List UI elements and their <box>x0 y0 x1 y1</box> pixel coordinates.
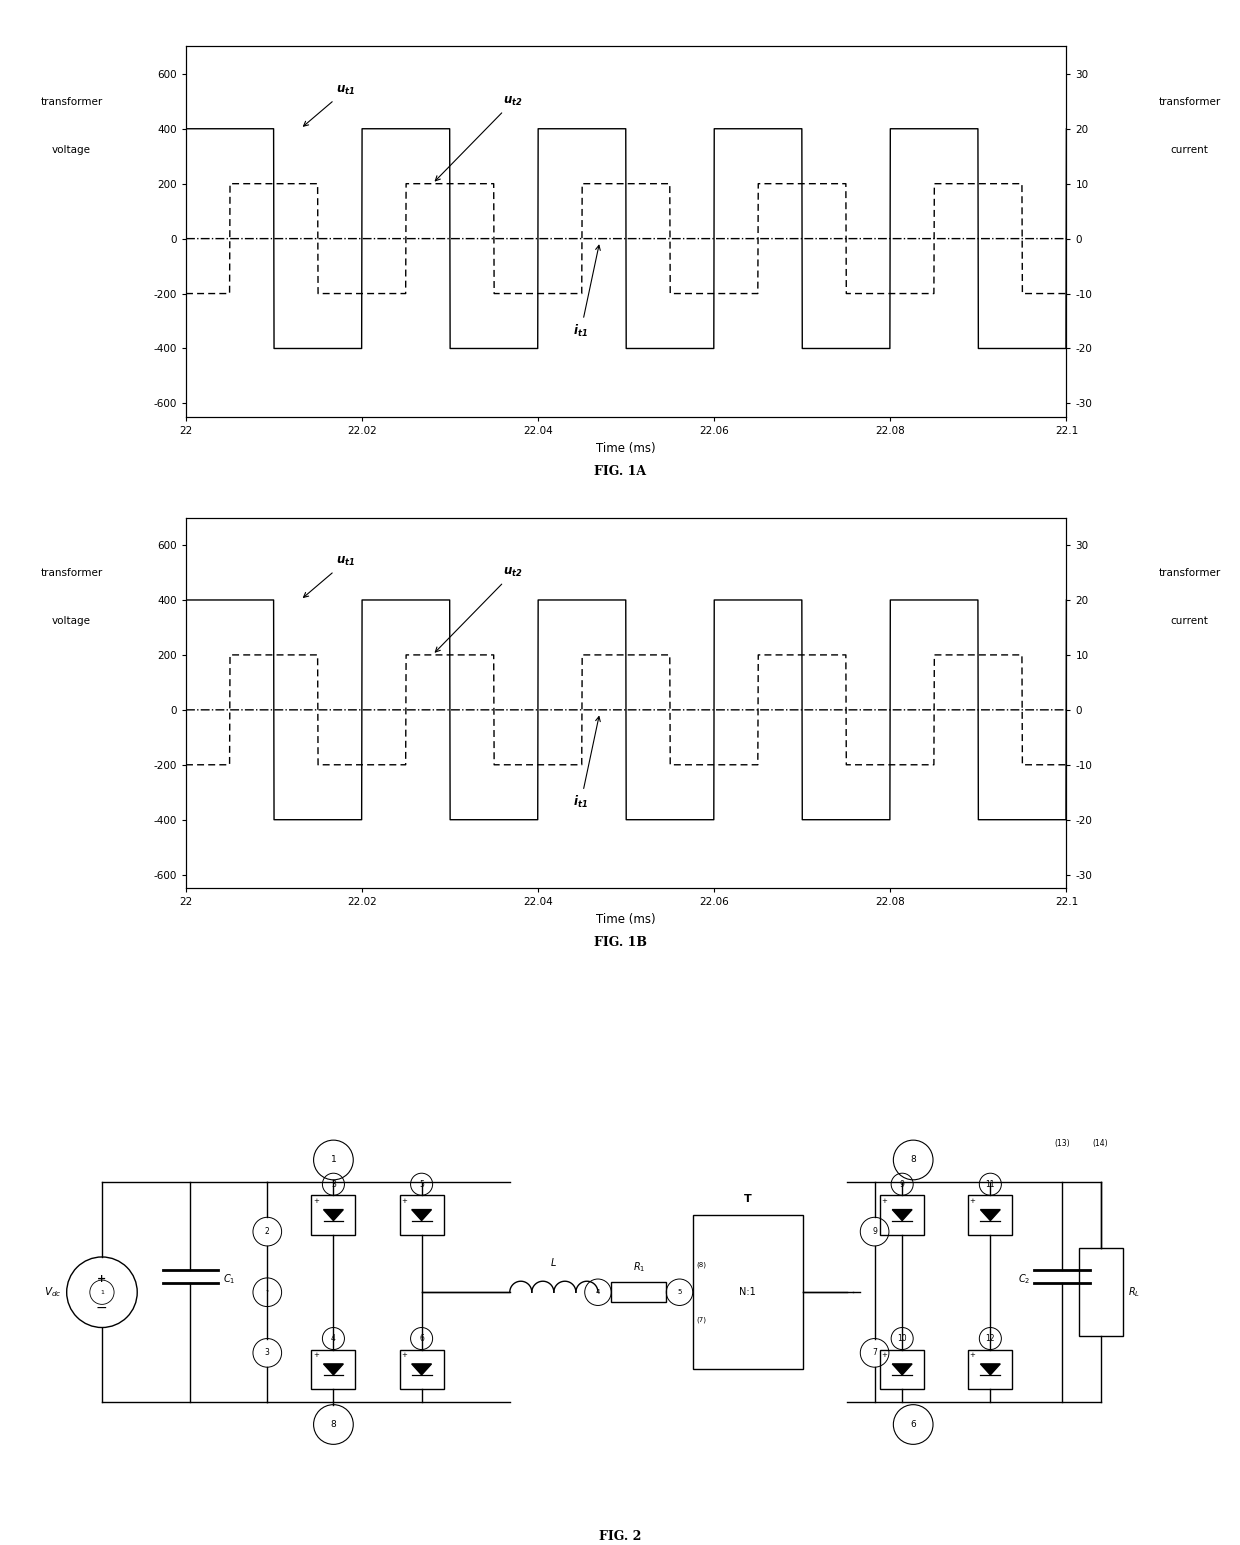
Text: 8: 8 <box>331 1420 336 1429</box>
Text: transformer: transformer <box>41 569 103 578</box>
Text: $C_2$: $C_2$ <box>1018 1272 1030 1285</box>
Text: 9: 9 <box>872 1227 877 1236</box>
Text: +: + <box>882 1352 888 1358</box>
Text: 6: 6 <box>910 1420 916 1429</box>
Polygon shape <box>981 1210 1001 1221</box>
X-axis label: Time (ms): Time (ms) <box>596 913 656 925</box>
Text: current: current <box>1171 145 1209 154</box>
Text: 5: 5 <box>419 1180 424 1188</box>
Text: voltage: voltage <box>52 616 91 626</box>
Polygon shape <box>893 1364 913 1375</box>
Text: +: + <box>312 1197 319 1204</box>
Text: 1: 1 <box>331 1156 336 1165</box>
Text: 5: 5 <box>677 1289 682 1295</box>
Text: +: + <box>882 1197 888 1204</box>
Text: N:1: N:1 <box>739 1287 756 1298</box>
Text: FIG. 1A: FIG. 1A <box>594 465 646 477</box>
Text: transformer: transformer <box>1158 97 1221 107</box>
Polygon shape <box>324 1210 343 1221</box>
Text: $\bfit{u}_{t1}$: $\bfit{u}_{t1}$ <box>304 555 355 598</box>
Text: $C_1$: $C_1$ <box>223 1272 236 1285</box>
Text: (14): (14) <box>1092 1139 1109 1148</box>
Text: T: T <box>744 1194 751 1204</box>
Text: 7: 7 <box>872 1349 877 1358</box>
Text: $\bfit{u}_{t2}$: $\bfit{u}_{t2}$ <box>435 567 522 652</box>
Text: $\bfit{i}_{t1}$: $\bfit{i}_{t1}$ <box>573 246 600 338</box>
Text: +: + <box>97 1275 107 1284</box>
Text: $\bfit{i}_{t1}$: $\bfit{i}_{t1}$ <box>573 717 600 810</box>
Text: +: + <box>312 1352 319 1358</box>
Text: current: current <box>1171 616 1209 626</box>
Text: −: − <box>95 1301 107 1315</box>
Polygon shape <box>324 1364 343 1375</box>
Text: FIG. 1B: FIG. 1B <box>594 936 646 949</box>
Text: voltage: voltage <box>52 145 91 154</box>
Polygon shape <box>981 1364 1001 1375</box>
Text: (7): (7) <box>697 1316 707 1323</box>
Text: FIG. 2: FIG. 2 <box>599 1530 641 1542</box>
Text: 10: 10 <box>898 1333 906 1343</box>
Text: $L$: $L$ <box>551 1256 557 1268</box>
Text: ?: ? <box>265 1290 269 1295</box>
Text: $R_1$: $R_1$ <box>632 1259 645 1273</box>
Text: 1: 1 <box>100 1290 104 1295</box>
Text: (13): (13) <box>1054 1139 1070 1148</box>
Text: (8): (8) <box>697 1261 707 1268</box>
Text: 12: 12 <box>986 1333 994 1343</box>
Text: 3: 3 <box>331 1180 336 1188</box>
Polygon shape <box>412 1364 432 1375</box>
Text: 6: 6 <box>419 1333 424 1343</box>
X-axis label: Time (ms): Time (ms) <box>596 442 656 454</box>
Text: 8: 8 <box>910 1156 916 1165</box>
Text: 11: 11 <box>986 1180 994 1188</box>
Text: +: + <box>401 1197 407 1204</box>
Text: transformer: transformer <box>41 97 103 107</box>
Text: 4: 4 <box>331 1333 336 1343</box>
Text: 2: 2 <box>265 1227 269 1236</box>
Text: 3: 3 <box>265 1349 270 1358</box>
Text: 4: 4 <box>595 1289 600 1295</box>
Text: +: + <box>970 1352 976 1358</box>
Polygon shape <box>893 1210 913 1221</box>
Text: $\bfit{u}_{t1}$: $\bfit{u}_{t1}$ <box>304 83 355 127</box>
Text: +: + <box>401 1352 407 1358</box>
Text: $V_{dc}$: $V_{dc}$ <box>43 1285 61 1299</box>
Text: $\bfit{u}_{t2}$: $\bfit{u}_{t2}$ <box>435 96 522 181</box>
Polygon shape <box>412 1210 432 1221</box>
Text: +: + <box>970 1197 976 1204</box>
Text: 9: 9 <box>900 1180 905 1188</box>
Text: $R_L$: $R_L$ <box>1128 1285 1141 1299</box>
Text: transformer: transformer <box>1158 569 1221 578</box>
